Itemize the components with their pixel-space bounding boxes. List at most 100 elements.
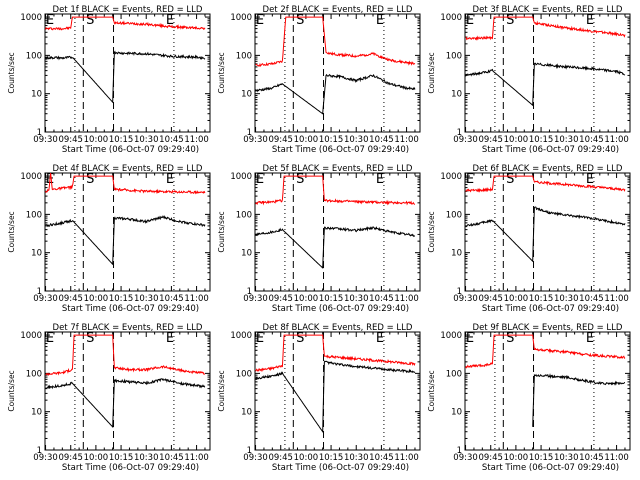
interval-marker: E [256,13,264,28]
x-tick-label: 10:00 [84,294,109,304]
y-axis-label: Counts/sec [217,52,226,93]
series-line-lld [465,175,626,193]
x-tick-label: 10:15 [529,294,554,304]
y-axis-label: Counts/sec [7,370,16,411]
interval-marker: S [86,331,94,346]
detector-panel: Det 1f BLACK = Events, RED = LLD 1 10 100 10… [7,5,211,155]
x-tick-label: 09:30 [453,135,478,145]
x-tick-label: 10:15 [109,453,134,463]
x-tick-label: 10:45 [159,453,184,463]
interval-marker: S [506,13,514,28]
x-tick-label: 10:00 [294,294,319,304]
panel-title: Det 2f BLACK = Events, RED = LLD [263,5,413,15]
plot-frame [254,13,421,133]
x-tick-label: 09:30 [243,453,268,463]
interval-marker: E [46,13,54,28]
x-tick-label: 09:30 [243,135,268,145]
y-axis-label: Counts/sec [427,370,436,411]
panel-title: Det 9f BLACK = Events, RED = LLD [473,323,623,333]
y-tick-label: 1 [37,446,42,456]
x-tick-label: 10:00 [504,294,529,304]
x-tick-label: 10:15 [109,294,134,304]
x-tick-label: 10:30 [134,294,159,304]
x-tick-label: 10:00 [504,135,529,145]
detector-panel: Det 7f BLACK = Events, RED = LLD 1 10 100 10… [7,323,211,473]
x-tick-label: 09:30 [243,294,268,304]
x-tick-label: 09:45 [478,135,503,145]
x-tick-label: 09:45 [58,135,83,145]
y-tick-label: 100 [236,210,252,220]
x-tick-label: 10:00 [294,135,319,145]
y-tick-label: 1 [247,446,252,456]
x-tick-label: 10:45 [159,294,184,304]
panel-title: Det 5f BLACK = Events, RED = LLD [263,164,413,174]
detector-panel: Det 3f BLACK = Events, RED = LLD 1 10 100 10… [427,5,631,155]
y-tick-label: 10 [451,90,462,100]
x-tick-label: 09:45 [58,453,83,463]
x-tick-label: 10:45 [579,453,604,463]
interval-marker: E [466,172,474,187]
x-tick-label: 10:15 [109,135,134,145]
x-tick-label: 10:45 [369,135,394,145]
panel-title: Det 8f BLACK = Events, RED = LLD [263,323,413,333]
interval-marker: E [166,172,174,187]
series-line-events [465,62,626,107]
x-tick-label: 10:30 [554,135,579,145]
x-tick-label: 10:30 [344,453,369,463]
series-line-lld [45,172,206,195]
y-tick-label: 100 [446,51,462,61]
x-axis-label: Start Time (06-Oct-07 09:29:40) [62,304,199,314]
panel-title: Det 1f BLACK = Events, RED = LLD [53,5,203,15]
y-tick-label: 1 [37,287,42,297]
x-tick-label: 10:00 [84,135,109,145]
interval-marker: E [466,331,474,346]
y-tick-label: 1 [457,287,462,297]
y-tick-label: 1000 [230,172,252,182]
x-tick-label: 10:30 [554,294,579,304]
x-tick-label: 10:30 [134,453,159,463]
series-line-events [532,373,625,427]
y-axis-label: Counts/sec [427,211,436,252]
x-tick-label: 10:15 [529,135,554,145]
y-tick-label: 100 [446,210,462,220]
x-tick-label: 10:45 [369,453,394,463]
y-tick-label: 10 [451,408,462,418]
interval-marker: S [296,172,304,187]
x-tick-label: 10:15 [319,294,344,304]
detector-panel: Det 2f BLACK = Events, RED = LLD 1 10 100 10… [217,5,421,155]
series-line-lld [45,16,206,31]
detector-panel: Det 4f BLACK = Events, RED = LLD 1 10 100 10… [7,164,211,314]
plot-frame [464,13,631,133]
y-tick-label: 1 [457,128,462,138]
x-tick-label: 11:00 [604,453,629,463]
x-axis-label: Start Time (06-Oct-07 09:29:40) [482,463,619,473]
x-tick-label: 10:15 [529,453,554,463]
series-line-lld [465,334,626,369]
x-tick-label: 10:00 [294,453,319,463]
x-tick-label: 09:45 [268,453,293,463]
series-line-events [255,73,416,115]
detector-panel: Det 6f BLACK = Events, RED = LLD 1 10 100 10… [427,164,631,314]
y-tick-label: 10 [31,249,42,259]
x-tick-label: 11:00 [604,294,629,304]
x-tick-label: 10:45 [159,135,184,145]
series-line-lld [45,334,206,376]
y-axis-label: Counts/sec [217,370,226,411]
y-tick-label: 100 [446,369,462,379]
y-tick-label: 100 [26,51,42,61]
y-tick-label: 100 [236,369,252,379]
interval-marker: E [586,172,594,187]
y-tick-label: 10 [31,90,42,100]
y-tick-label: 1000 [20,172,42,182]
x-tick-label: 11:00 [184,135,209,145]
x-tick-label: 10:30 [344,294,369,304]
x-tick-label: 09:45 [58,294,83,304]
x-tick-label: 10:15 [319,453,344,463]
detector-panel: Det 5f BLACK = Events, RED = LLD 1 10 100 10… [217,164,421,314]
series-line-lld [255,16,416,67]
x-axis-label: Start Time (06-Oct-07 09:29:40) [272,145,409,155]
x-tick-label: 09:45 [478,294,503,304]
x-tick-label: 11:00 [184,294,209,304]
panel-title: Det 3f BLACK = Events, RED = LLD [473,5,623,15]
y-tick-label: 1 [457,446,462,456]
